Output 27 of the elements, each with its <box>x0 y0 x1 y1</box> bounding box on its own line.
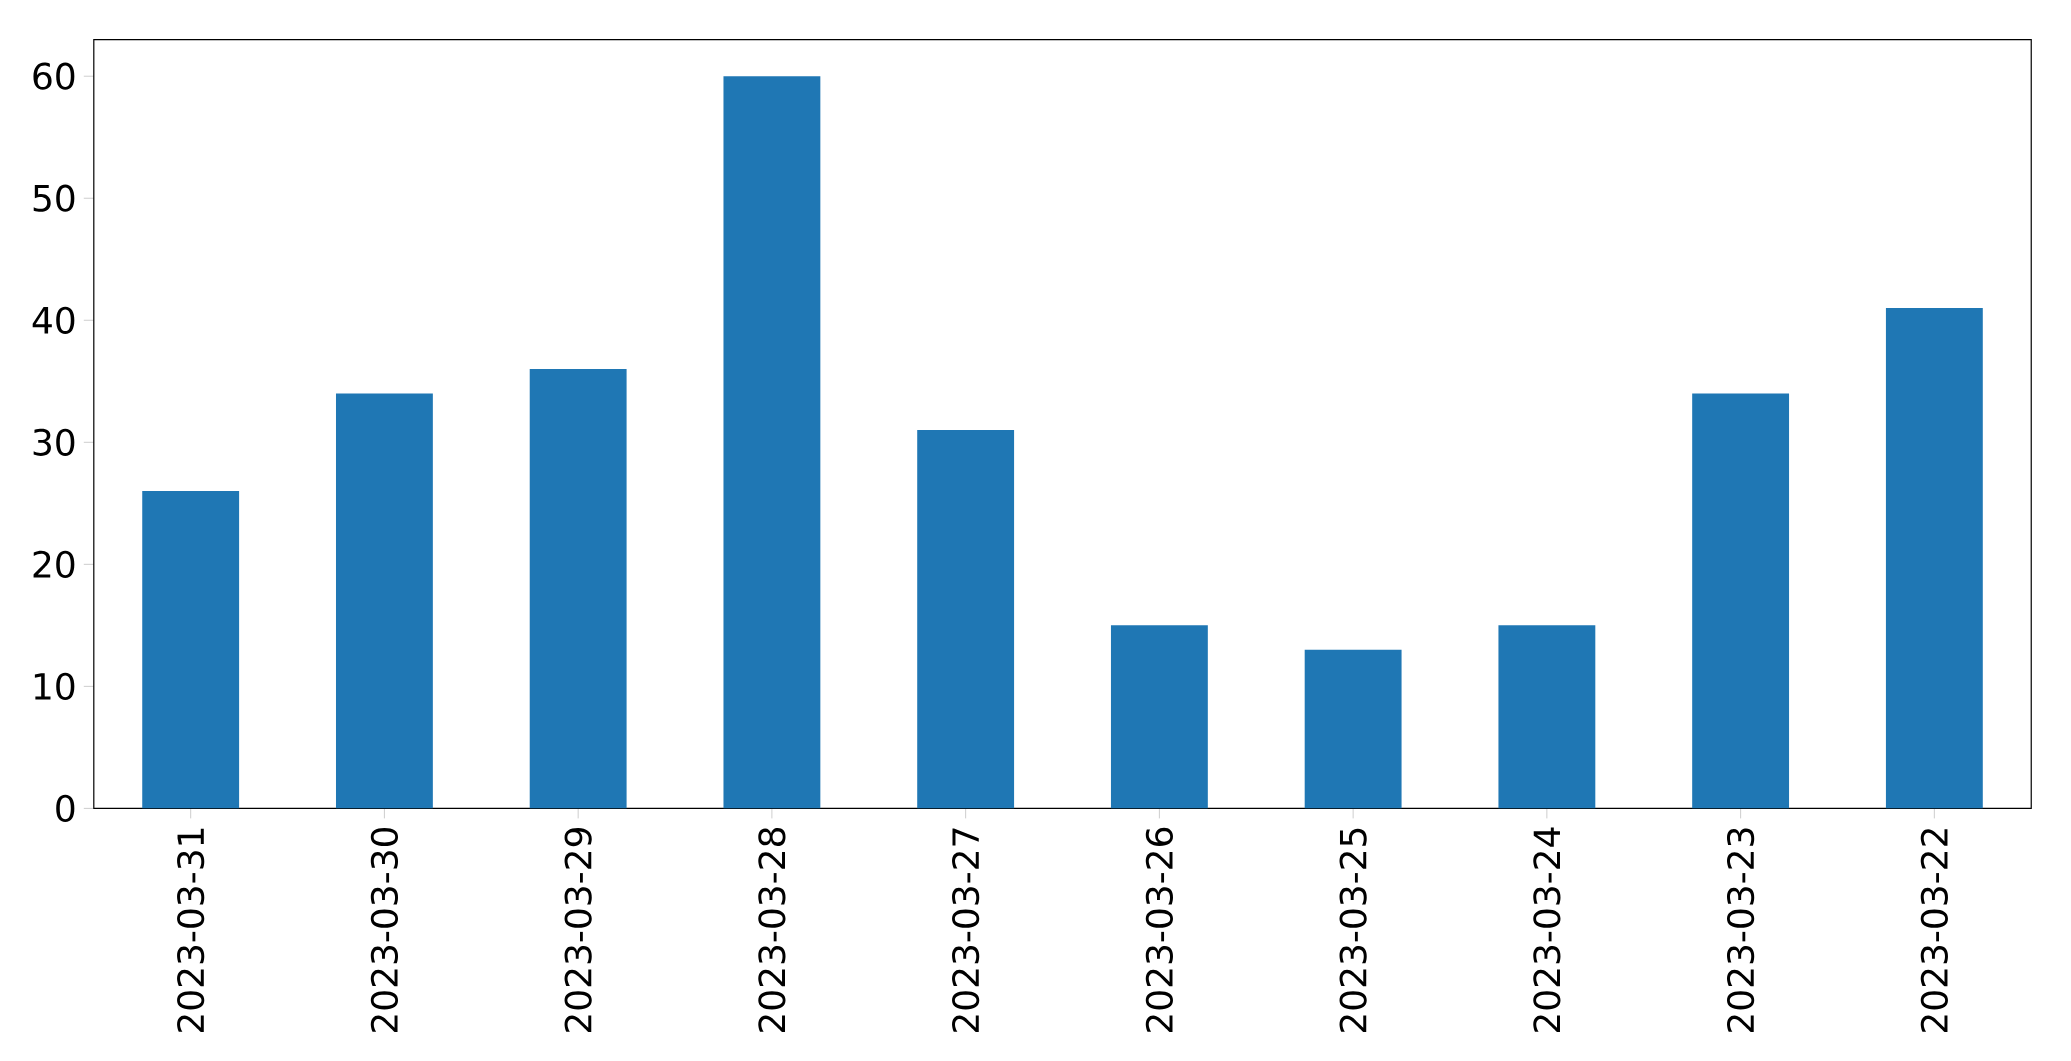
x-tick-label: 2023-03-27 <box>952 828 980 1033</box>
bar <box>335 393 433 809</box>
y-tick-label: 0 <box>56 794 75 823</box>
y-tick-label: 30 <box>33 428 75 456</box>
bar <box>529 369 627 809</box>
bar <box>917 430 1015 809</box>
x-tick-label: 2023-03-30 <box>370 827 399 1033</box>
bar <box>1110 625 1208 809</box>
bar <box>1885 308 1983 809</box>
y-tick-label: 10 <box>34 672 75 700</box>
x-tick-label: 2023-03-29 <box>564 828 592 1033</box>
bar <box>142 491 240 809</box>
bar <box>1498 625 1596 809</box>
bar <box>1304 649 1402 809</box>
x-tick-label: 2023-03-24 <box>1533 827 1561 1033</box>
y-tick-label: 60 <box>33 62 75 90</box>
x-tick-label: 2023-03-25 <box>1339 828 1367 1033</box>
y-tick-label: 50 <box>33 184 75 212</box>
y-tick-label: 20 <box>33 550 75 578</box>
bar <box>723 76 821 809</box>
x-tick-label: 2023-03-28 <box>758 827 786 1033</box>
y-tick-label: 40 <box>32 306 75 334</box>
x-tick-label: 2023-03-26 <box>1145 827 1173 1033</box>
x-tick-label: 2023-03-22 <box>1920 829 1948 1033</box>
x-tick-label: 2023-03-31 <box>177 828 205 1033</box>
bar <box>1692 393 1790 809</box>
x-tick-label: 2023-03-23 <box>1727 828 1755 1033</box>
